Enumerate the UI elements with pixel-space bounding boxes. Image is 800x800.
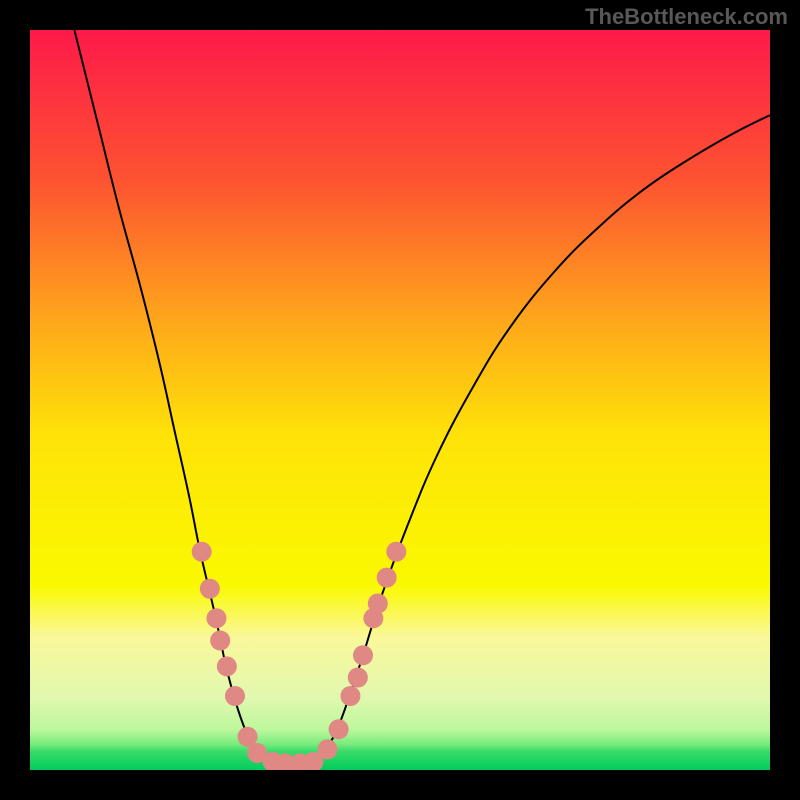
data-marker <box>317 739 337 759</box>
data-marker <box>386 542 406 562</box>
data-marker <box>200 579 220 599</box>
data-marker <box>206 608 226 628</box>
data-marker <box>348 668 368 688</box>
data-marker <box>210 631 230 651</box>
data-marker <box>329 719 349 739</box>
data-marker <box>340 686 360 706</box>
data-marker <box>377 568 397 588</box>
data-marker <box>217 656 237 676</box>
chart-frame: TheBottleneck.com <box>0 0 800 800</box>
data-marker <box>225 686 245 706</box>
watermark-label: TheBottleneck.com <box>585 4 788 30</box>
data-marker <box>353 645 373 665</box>
plot-area <box>30 30 770 770</box>
data-marker <box>192 542 212 562</box>
gradient-background <box>30 30 770 770</box>
data-marker <box>368 594 388 614</box>
bottleneck-chart-svg <box>30 30 770 770</box>
